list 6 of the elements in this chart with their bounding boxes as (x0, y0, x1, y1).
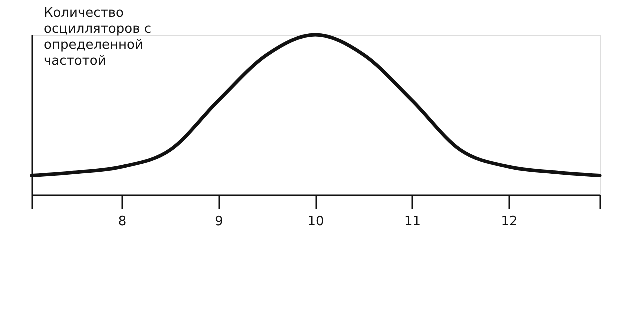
y-axis-title: Количество осцилляторов с определенной частотой (44, 6, 152, 69)
x-tick-label: 10 (308, 214, 324, 230)
x-tick-label: 9 (215, 214, 224, 230)
x-tick-label: 12 (501, 214, 518, 230)
x-tick-label: 8 (118, 214, 127, 230)
x-tick-label: 11 (404, 214, 422, 230)
